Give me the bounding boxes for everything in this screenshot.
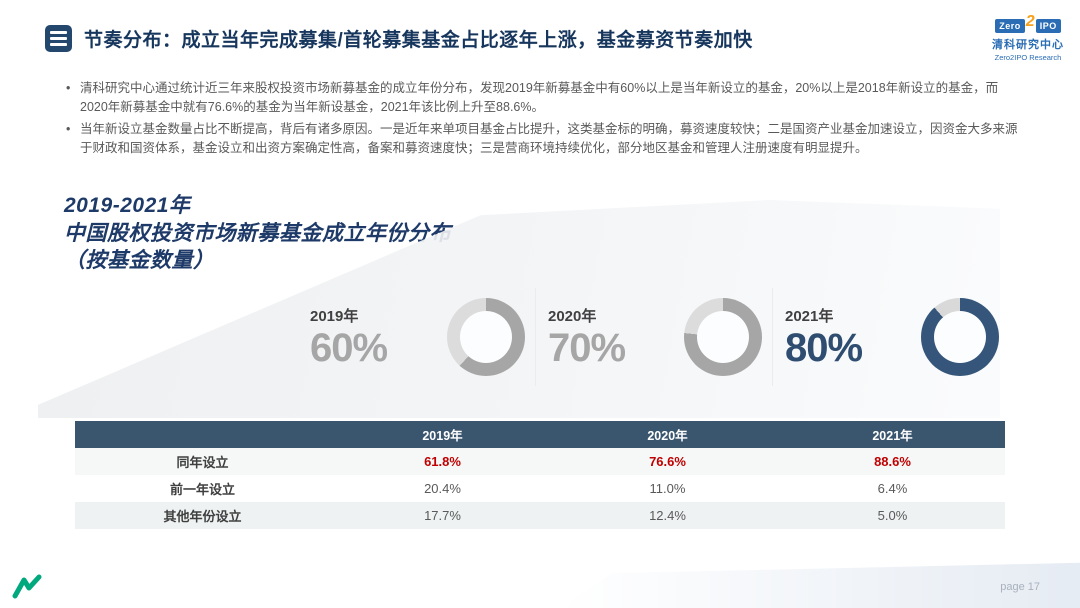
table-cell: 6.4% bbox=[877, 481, 908, 496]
table-row-label: 前一年设立 bbox=[169, 482, 235, 497]
table-cell: 17.7% bbox=[424, 508, 461, 523]
chart-title-line2: 中国股权投资市场新募基金成立年份分布 bbox=[64, 221, 451, 245]
bullet-list: 清科研究中心通过统计近三年来股权投资市场新募基金的成立年份分布，发现2019年新… bbox=[66, 79, 1018, 161]
stat-year-label: 2020年 bbox=[548, 308, 597, 325]
table-row: 同年设立 61.8% 76.6% 88.6% bbox=[75, 448, 1005, 475]
logo-en-name: Zero2IPO Research bbox=[994, 53, 1062, 62]
chart-title-line3: （按基金数量） bbox=[64, 249, 215, 273]
bullet-item: 当年新设立基金数量占比不断提高，背后有诸多原因。一是近年来单项目基金占比提升，这… bbox=[66, 120, 1018, 157]
list-icon bbox=[45, 25, 72, 52]
table-cell: 5.0% bbox=[877, 508, 908, 523]
footer-green-logo-mark bbox=[12, 574, 42, 599]
donut-stats: 2019年 60% 2020年 70% 2021年 80% bbox=[298, 288, 1009, 386]
logo-two: 2 bbox=[1025, 13, 1035, 30]
table-cell: 12.4% bbox=[649, 508, 686, 523]
table-header-cell: 2020年 bbox=[647, 429, 688, 443]
donut-chart-2019 bbox=[447, 298, 525, 376]
table-header-cell: 2019年 bbox=[422, 429, 463, 443]
header: 节奏分布：成立当年完成募集/首轮募集基金占比逐年上涨，基金募资节奏加快 bbox=[45, 25, 753, 52]
bullet-item: 清科研究中心通过统计近三年来股权投资市场新募基金的成立年份分布，发现2019年新… bbox=[66, 79, 1018, 116]
stat-text: 2019年 60% bbox=[310, 305, 388, 370]
zero2ipo-logo: Zero 2 IPO 清科研究中心 Zero2IPO Research bbox=[986, 13, 1070, 62]
table-cell: 11.0% bbox=[649, 481, 686, 496]
stat-text: 2020年 70% bbox=[548, 305, 626, 370]
table-row: 其他年份设立 17.7% 12.4% 5.0% bbox=[75, 502, 1005, 529]
corner-gradient-band bbox=[560, 562, 1080, 608]
table-cell: 88.6% bbox=[874, 454, 911, 469]
table-cell: 76.6% bbox=[649, 454, 686, 469]
logo-cn-name: 清科研究中心 bbox=[992, 39, 1064, 51]
stat-year-label: 2021年 bbox=[785, 308, 834, 325]
logo-ipo-box: IPO bbox=[1035, 19, 1061, 33]
chart-title-line1: 2019-2021年 bbox=[64, 194, 191, 217]
stat-2020: 2020年 70% bbox=[535, 288, 772, 386]
logo-zero-box: Zero bbox=[995, 19, 1025, 33]
table-header-row: 2019年 2020年 2021年 bbox=[75, 421, 1005, 448]
stat-2019: 2019年 60% bbox=[298, 288, 535, 386]
table-row: 前一年设立 20.4% 11.0% 6.4% bbox=[75, 475, 1005, 502]
donut-chart-2020 bbox=[684, 298, 762, 376]
stat-percent-value: 60% bbox=[310, 326, 388, 370]
table-header-cell: 2021年 bbox=[872, 429, 913, 443]
stat-percent-value: 80% bbox=[785, 326, 863, 370]
page-number: page 17 bbox=[1000, 581, 1040, 593]
table-cell: 20.4% bbox=[424, 481, 461, 496]
page-title: 节奏分布：成立当年完成募集/首轮募集基金占比逐年上涨，基金募资节奏加快 bbox=[84, 30, 753, 51]
stat-text: 2021年 80% bbox=[785, 305, 863, 370]
chart-title: 2019-2021年 中国股权投资市场新募基金成立年份分布 （按基金数量） bbox=[64, 192, 451, 275]
stat-percent-value: 70% bbox=[548, 326, 626, 370]
stat-2021: 2021年 80% bbox=[772, 288, 1009, 386]
table-row-label: 同年设立 bbox=[176, 455, 229, 470]
data-table: 2019年 2020年 2021年 同年设立 61.8% 76.6% 88.6%… bbox=[75, 421, 1005, 529]
table-cell: 61.8% bbox=[424, 454, 461, 469]
logo-wordmark: Zero 2 IPO bbox=[986, 13, 1070, 33]
donut-chart-2021 bbox=[921, 298, 999, 376]
stat-year-label: 2019年 bbox=[310, 308, 359, 325]
table-row-label: 其他年份设立 bbox=[163, 509, 242, 524]
